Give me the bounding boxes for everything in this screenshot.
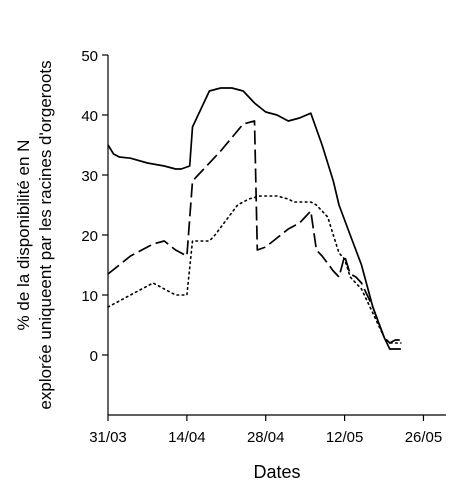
x-tick-label: 31/03 [89,429,127,446]
series-group [107,87,402,350]
series-line-dashed [107,120,401,344]
series-line-solid [107,87,401,350]
y-tick-label: 40 [81,108,98,125]
x-tick-label: 14/04 [168,429,206,446]
y-tick-label: 20 [81,228,98,245]
y-tick-label: 30 [81,168,98,185]
axes: 0 10 20 30 40 50 31/03 14/04 28/04 12/05 26/05 [81,48,446,446]
y-tick-label: 0 [90,348,98,365]
y-tick-label: 10 [81,288,98,305]
series-line-dotted [107,195,402,344]
x-axis-ticks: 31/03 14/04 28/04 12/05 26/05 [89,415,442,446]
x-tick-label: 26/05 [405,429,443,446]
y-axis-label-line-1: % de la disponibilité en N [14,140,33,331]
x-tick-label: 28/04 [247,429,285,446]
y-axis-label-line-2: explorée uniqueent par les racines d'org… [36,60,55,409]
y-tick-label: 50 [81,48,98,65]
x-tick-label: 12/05 [326,429,364,446]
y-axis-ticks: 0 10 20 30 40 50 [81,48,108,365]
x-axis-label: Dates [253,462,300,482]
